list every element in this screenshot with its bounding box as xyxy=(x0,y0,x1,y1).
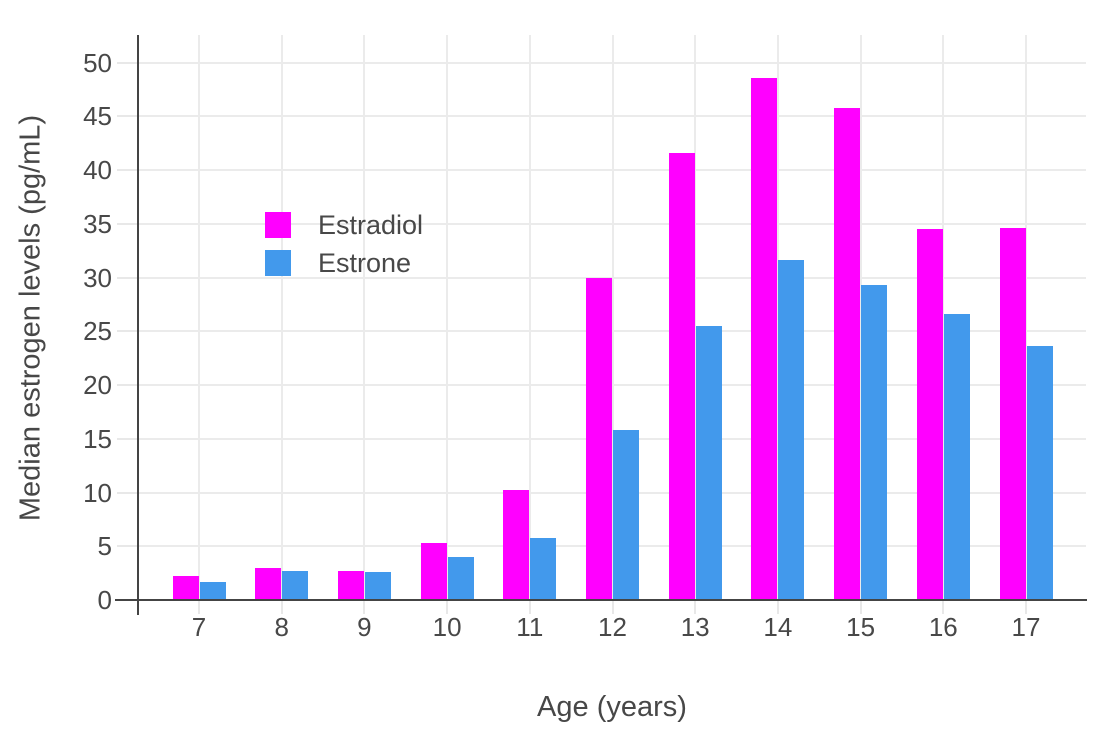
gridline-vertical xyxy=(694,35,697,600)
gridline-horizontal xyxy=(138,222,1086,225)
x-tick-mark xyxy=(198,601,200,614)
bar-estradiol-age-14[interactable] xyxy=(751,77,778,600)
x-tick-label: 17 xyxy=(1011,612,1041,642)
bar-estradiol-age-10[interactable] xyxy=(420,543,447,600)
bar-estradiol-age-11[interactable] xyxy=(503,490,530,600)
y-tick-mark xyxy=(117,222,138,225)
x-tick-label: 13 xyxy=(680,612,710,642)
y-tick-label: 40 xyxy=(83,155,112,185)
y-tick-mark xyxy=(117,330,138,333)
gridline-horizontal xyxy=(138,545,1086,548)
x-tick-label: 14 xyxy=(763,612,793,642)
bar-estrone-age-15[interactable] xyxy=(861,285,888,600)
gridline-vertical xyxy=(528,35,531,600)
x-tick-label: 15 xyxy=(846,612,876,642)
x-tick-label: 12 xyxy=(598,612,627,642)
gridline-horizontal xyxy=(138,491,1086,494)
x-tick-mark xyxy=(363,601,366,614)
x-axis-title: Age (years) xyxy=(537,691,687,723)
x-tick-label: 10 xyxy=(432,612,462,642)
bar-estrone-age-13[interactable] xyxy=(695,325,722,600)
gridline-vertical xyxy=(942,35,945,600)
gridline-vertical xyxy=(776,35,779,600)
legend-label: Estradiol xyxy=(318,210,424,240)
legend-label: Estrone xyxy=(318,248,412,278)
y-tick-mark xyxy=(117,491,138,494)
x-axis-line xyxy=(115,599,1087,601)
bar-estradiol-age-8[interactable] xyxy=(255,567,282,600)
y-tick-label: 30 xyxy=(83,262,112,293)
y-tick-label: 5 xyxy=(97,531,112,562)
bar-estradiol-age-12[interactable] xyxy=(586,277,612,600)
bar-estradiol-age-9[interactable] xyxy=(337,570,364,600)
x-tick-label: 16 xyxy=(928,612,958,642)
bar-estradiol-age-17[interactable] xyxy=(999,228,1026,600)
y-axis-line xyxy=(137,35,139,615)
y-tick-label: 35 xyxy=(83,208,112,239)
x-tick-mark xyxy=(694,601,697,614)
gridline-horizontal xyxy=(138,61,1086,64)
gridline-vertical xyxy=(859,35,862,600)
gridline-horizontal xyxy=(138,115,1086,118)
x-tick-mark xyxy=(528,601,531,614)
y-tick-mark xyxy=(117,545,138,548)
y-tick-label: 50 xyxy=(83,47,112,78)
y-tick-label: 20 xyxy=(83,370,112,400)
legend-item-estrone[interactable]: Estrone xyxy=(265,248,423,278)
y-axis-title: Median estrogen levels (pg/mL) xyxy=(14,114,47,522)
gridline-vertical xyxy=(1025,35,1027,600)
x-tick-mark xyxy=(776,601,779,614)
bar-estrone-age-9[interactable] xyxy=(364,572,391,600)
gridline-vertical xyxy=(611,35,614,600)
x-tick-mark xyxy=(859,601,862,614)
x-tick-label: 8 xyxy=(274,612,289,642)
gridline-horizontal xyxy=(138,169,1086,171)
x-tick-mark xyxy=(1025,601,1027,614)
gridline-horizontal xyxy=(138,437,1086,440)
gridline-vertical xyxy=(363,35,366,600)
gridline-vertical xyxy=(198,35,200,600)
legend-item-estradiol[interactable]: Estradiol xyxy=(265,210,424,240)
x-tick-label: 9 xyxy=(357,612,372,642)
y-tick-mark xyxy=(117,169,138,171)
gridline-horizontal xyxy=(138,384,1086,386)
legend-swatch-estrone xyxy=(265,250,291,276)
y-tick-mark xyxy=(117,61,138,64)
y-tick-label: 10 xyxy=(83,477,112,508)
bar-estrone-age-12[interactable] xyxy=(613,430,639,600)
y-tick-label: 15 xyxy=(83,423,112,454)
x-tick-mark xyxy=(280,601,283,614)
gridline-horizontal xyxy=(138,330,1086,333)
y-tick-mark xyxy=(117,437,138,440)
x-tick-mark xyxy=(611,601,614,614)
x-tick-label: 7 xyxy=(191,612,207,642)
y-tick-mark xyxy=(117,115,138,118)
x-tick-mark xyxy=(942,601,945,614)
bar-estrone-age-14[interactable] xyxy=(778,260,805,600)
bar-estradiol-age-15[interactable] xyxy=(834,107,861,600)
gridline-vertical xyxy=(280,35,283,600)
gridline-vertical xyxy=(446,35,449,600)
bar-estrone-age-8[interactable] xyxy=(282,570,309,600)
bar-estrone-age-10[interactable] xyxy=(447,557,474,600)
gridline-horizontal xyxy=(138,276,1086,279)
bar-estrone-age-16[interactable] xyxy=(943,314,970,600)
y-tick-mark xyxy=(117,384,138,386)
legend: Estradiol Estrone xyxy=(265,212,423,288)
y-tick-label: 25 xyxy=(83,316,112,347)
y-tick-label: 45 xyxy=(83,101,112,132)
bar-estrone-age-11[interactable] xyxy=(530,537,557,600)
y-tick-label: 0 xyxy=(97,585,112,615)
legend-swatch-estradiol xyxy=(265,212,291,238)
bar-estradiol-age-13[interactable] xyxy=(668,152,695,600)
x-tick-label: 11 xyxy=(516,612,544,642)
bar-estradiol-age-16[interactable] xyxy=(916,229,943,600)
y-tick-mark xyxy=(117,276,138,279)
bar-estrone-age-17[interactable] xyxy=(1026,346,1053,600)
x-tick-mark xyxy=(446,601,449,614)
bar-estradiol-age-7[interactable] xyxy=(172,576,199,600)
bar-estrone-age-7[interactable] xyxy=(199,581,226,600)
